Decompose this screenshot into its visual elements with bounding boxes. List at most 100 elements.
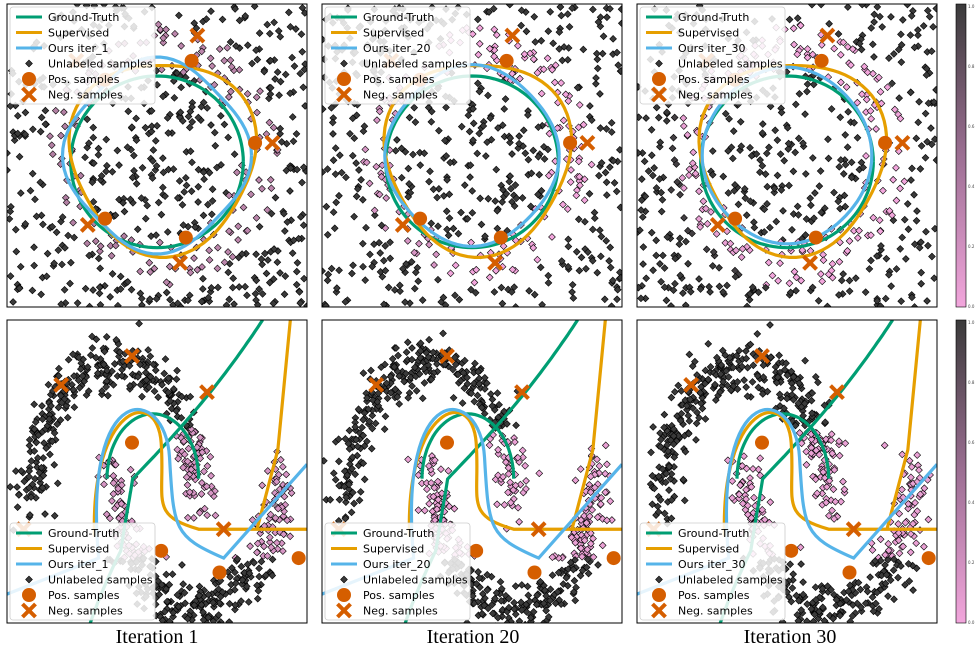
unlabeled-sample [662, 469, 671, 478]
unlabeled-sample [256, 87, 264, 95]
unlabeled-sample [25, 484, 33, 492]
unlabeled-sample [922, 71, 931, 79]
unlabeled-sample [811, 475, 820, 484]
unlabeled-sample [162, 25, 170, 34]
unlabeled-sample [836, 611, 844, 620]
unlabeled-sample [194, 182, 203, 191]
unlabeled-sample [279, 512, 288, 521]
unlabeled-sample [205, 256, 214, 264]
unlabeled-sample [53, 420, 62, 429]
unlabeled-sample [861, 288, 870, 296]
unlabeled-sample [252, 46, 260, 55]
unlabeled-sample [324, 270, 333, 279]
unlabeled-sample [775, 390, 784, 399]
unlabeled-sample [669, 440, 678, 448]
unlabeled-sample [125, 361, 134, 370]
unlabeled-sample [185, 291, 194, 300]
unlabeled-sample [580, 536, 589, 545]
unlabeled-sample [465, 127, 474, 136]
unlabeled-sample [298, 178, 306, 187]
unlabeled-sample [404, 455, 412, 464]
unlabeled-sample [327, 264, 336, 273]
unlabeled-sample [903, 200, 912, 208]
unlabeled-sample [616, 273, 622, 282]
unlabeled-sample [567, 166, 575, 174]
unlabeled-sample [564, 262, 572, 271]
unlabeled-sample [175, 177, 184, 185]
unlabeled-sample [90, 159, 98, 168]
unlabeled-sample [766, 102, 775, 111]
unlabeled-sample [602, 125, 611, 133]
unlabeled-sample [470, 278, 479, 287]
unlabeled-sample [136, 267, 144, 276]
cb-bottom-tick-1: 0.8 [968, 380, 975, 385]
unlabeled-sample [267, 209, 276, 218]
unlabeled-sample [34, 431, 43, 440]
unlabeled-sample [148, 174, 157, 182]
unlabeled-sample [817, 270, 825, 278]
cb-top-tick-1: 0.8 [968, 64, 975, 69]
unlabeled-sample [517, 598, 525, 607]
unlabeled-sample [660, 283, 669, 292]
unlabeled-sample [134, 372, 142, 381]
neg-sample [802, 254, 818, 271]
unlabeled-sample [66, 279, 74, 288]
unlabeled-sample [548, 571, 557, 580]
unlabeled-sample [913, 451, 922, 459]
unlabeled-sample [371, 419, 380, 428]
unlabeled-sample [724, 373, 733, 381]
unlabeled-sample [754, 465, 763, 474]
unlabeled-sample [96, 242, 105, 250]
unlabeled-sample [198, 628, 205, 635]
unlabeled-sample [411, 118, 420, 126]
unlabeled-sample [889, 216, 898, 225]
unlabeled-sample [524, 155, 533, 164]
unlabeled-sample [138, 301, 146, 307]
unlabeled-sample [656, 260, 664, 268]
unlabeled-sample [650, 484, 659, 493]
legend-dot-marker [652, 588, 666, 602]
unlabeled-sample [403, 237, 412, 245]
unlabeled-sample [728, 477, 737, 485]
unlabeled-sample [408, 344, 416, 352]
unlabeled-sample [607, 128, 616, 136]
unlabeled-sample [243, 560, 252, 569]
unlabeled-sample [742, 354, 751, 363]
unlabeled-sample [199, 168, 208, 177]
legend-label: Neg. samples [678, 605, 753, 618]
unlabeled-sample [506, 172, 515, 180]
unlabeled-sample [144, 346, 152, 354]
unlabeled-sample [235, 16, 244, 25]
unlabeled-sample [677, 409, 686, 418]
unlabeled-sample [204, 200, 212, 209]
unlabeled-sample [667, 186, 676, 194]
unlabeled-sample [531, 38, 540, 46]
unlabeled-sample [96, 247, 104, 256]
unlabeled-sample [472, 265, 481, 274]
unlabeled-sample [430, 483, 439, 492]
unlabeled-sample [352, 159, 360, 167]
legend-label: Neg. samples [678, 89, 753, 102]
unlabeled-sample [265, 514, 274, 523]
unlabeled-sample [335, 191, 343, 200]
unlabeled-sample [519, 453, 527, 462]
unlabeled-sample [279, 463, 287, 471]
unlabeled-sample [649, 171, 657, 180]
unlabeled-sample [814, 296, 823, 305]
ours-curve [383, 63, 561, 248]
unlabeled-sample [840, 191, 849, 200]
unlabeled-sample [204, 590, 213, 599]
unlabeled-sample [446, 158, 454, 167]
unlabeled-sample [43, 249, 52, 258]
unlabeled-sample [560, 43, 568, 51]
unlabeled-sample [120, 207, 129, 216]
unlabeled-sample [758, 129, 767, 137]
unlabeled-sample [707, 208, 715, 216]
unlabeled-sample [208, 185, 217, 194]
unlabeled-sample [258, 290, 267, 298]
unlabeled-sample [173, 194, 182, 202]
unlabeled-sample [793, 202, 802, 211]
unlabeled-sample [652, 103, 661, 112]
unlabeled-sample [425, 499, 433, 508]
unlabeled-sample [656, 442, 665, 451]
